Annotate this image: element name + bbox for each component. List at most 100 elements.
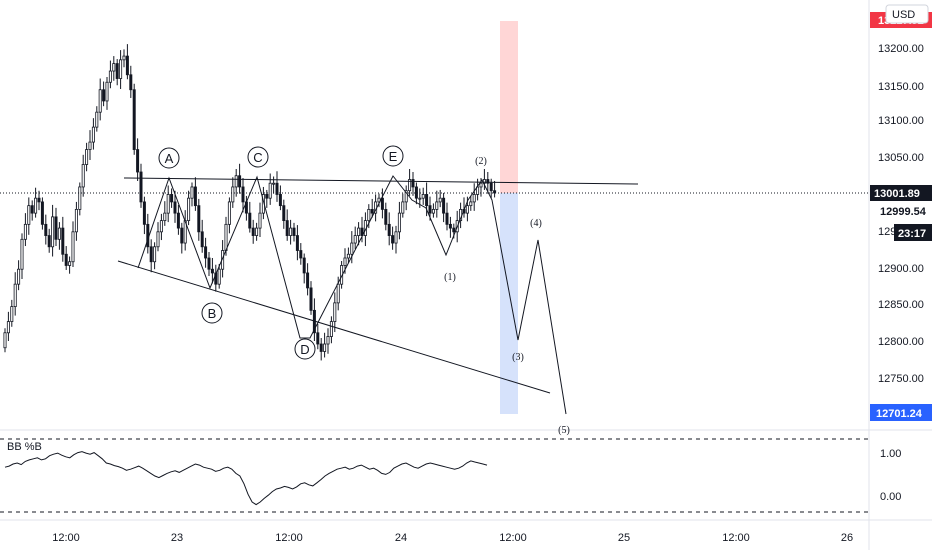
candle-body (136, 149, 140, 173)
candle-body (292, 227, 296, 236)
candle-body (102, 89, 106, 102)
candle-body (452, 227, 456, 233)
wave-label-C-text: C (253, 150, 262, 165)
candle-body (248, 212, 252, 229)
candle-body (350, 242, 354, 255)
candle-body (489, 182, 493, 192)
last-price-tag: 13001.89 (870, 185, 932, 201)
candle-body (197, 205, 201, 233)
candle-body (272, 182, 276, 185)
candle-body (442, 197, 446, 214)
candle-body (391, 235, 395, 244)
candle-body (394, 231, 398, 244)
indicator-pane[interactable]: BB %B 1.00 0.00 (0, 438, 901, 513)
candle-body (265, 194, 269, 199)
candle-body (238, 175, 242, 188)
candle-body (6, 321, 10, 334)
candle-body (445, 212, 449, 225)
candle-body (129, 74, 133, 91)
candle-body (377, 197, 381, 203)
candle-body (401, 201, 405, 214)
candle-body (438, 197, 442, 203)
candle-body (241, 186, 245, 203)
time-tick: 25 (618, 532, 630, 544)
upper-trendline (123, 177, 639, 185)
target-price-tag-text: 12701.24 (876, 408, 923, 420)
candle-body (17, 268, 21, 285)
candle-body (408, 179, 412, 192)
countdown-tag: 23:17 (894, 224, 932, 241)
candle-body (227, 201, 231, 225)
price-axis[interactable]: 13200.00 13150.00 13100.00 13050.00 1295… (878, 43, 924, 385)
currency-button[interactable]: USD (885, 4, 929, 24)
wave-label-C-circle (247, 146, 269, 168)
currency-button-bg[interactable] (885, 4, 929, 24)
candle-body (71, 231, 75, 263)
candle-body (289, 227, 293, 236)
wave-label-C: C (247, 146, 269, 168)
indicator-label: BB %B (7, 441, 42, 453)
candle-body (51, 216, 55, 248)
candle-body (302, 257, 306, 274)
candle-body (326, 336, 330, 345)
time-tick: 12:00 (52, 532, 80, 544)
candle-body (346, 253, 350, 259)
bb-percent-b-line (4, 451, 488, 506)
candle-body (27, 205, 31, 225)
candle-body (319, 343, 323, 352)
wave-label-E: E (382, 145, 404, 167)
candle-body (170, 194, 174, 203)
price-tick: 13150.00 (878, 81, 924, 93)
countdown-tag-bg (894, 224, 932, 241)
candle-body (336, 283, 340, 304)
wave-label-3: (3) (512, 352, 524, 363)
wave-label-A: A (158, 147, 180, 169)
target-price-tag: 12701.24 (870, 404, 932, 421)
candle-body (180, 227, 184, 244)
candle-body (370, 208, 374, 214)
prev-close-tag-text: 12999.54 (880, 206, 927, 218)
candle-body (404, 190, 408, 203)
price-tick: 13200.00 (878, 43, 924, 55)
candle-body (421, 194, 425, 199)
time-tick: 12:00 (275, 532, 303, 544)
candle-body (68, 261, 72, 266)
wave-label-1: (1) (444, 272, 456, 283)
candle-body (465, 205, 469, 214)
candle-body (139, 171, 143, 203)
candle-body (20, 238, 24, 270)
candle-body (353, 235, 357, 244)
candle-body (57, 227, 61, 240)
abcde-path (137, 175, 567, 415)
candle-body (85, 149, 89, 165)
candle-body (37, 197, 41, 203)
candle-body (115, 63, 119, 79)
candle-body (166, 194, 170, 214)
candle-body (384, 208, 388, 225)
candle-body (125, 55, 129, 76)
price-tick: 12850.00 (878, 299, 924, 311)
candle-body (91, 126, 95, 143)
candle-body (176, 212, 180, 229)
candle-body (418, 197, 422, 200)
candle-body (258, 212, 262, 229)
price-tick: 13100.00 (878, 115, 924, 127)
currency-button-label[interactable]: USD (892, 9, 915, 21)
candle-body (469, 201, 473, 207)
candle-body (200, 231, 204, 248)
target-zone (500, 193, 518, 414)
candle-body (435, 201, 439, 210)
wave-label-B: B (201, 302, 223, 324)
candle-body (231, 186, 235, 203)
candle-body (357, 227, 361, 236)
time-axis[interactable]: 12:00 23 12:00 24 12:00 25 12:00 26 (52, 532, 853, 544)
candle-body (214, 272, 218, 285)
candle-body (397, 212, 401, 233)
candle-body (486, 179, 490, 184)
stop-zone (500, 21, 518, 193)
wave-label-D-text: D (300, 342, 309, 357)
candle-body (105, 81, 109, 102)
candle-body (23, 223, 27, 240)
time-tick: 24 (395, 532, 407, 544)
